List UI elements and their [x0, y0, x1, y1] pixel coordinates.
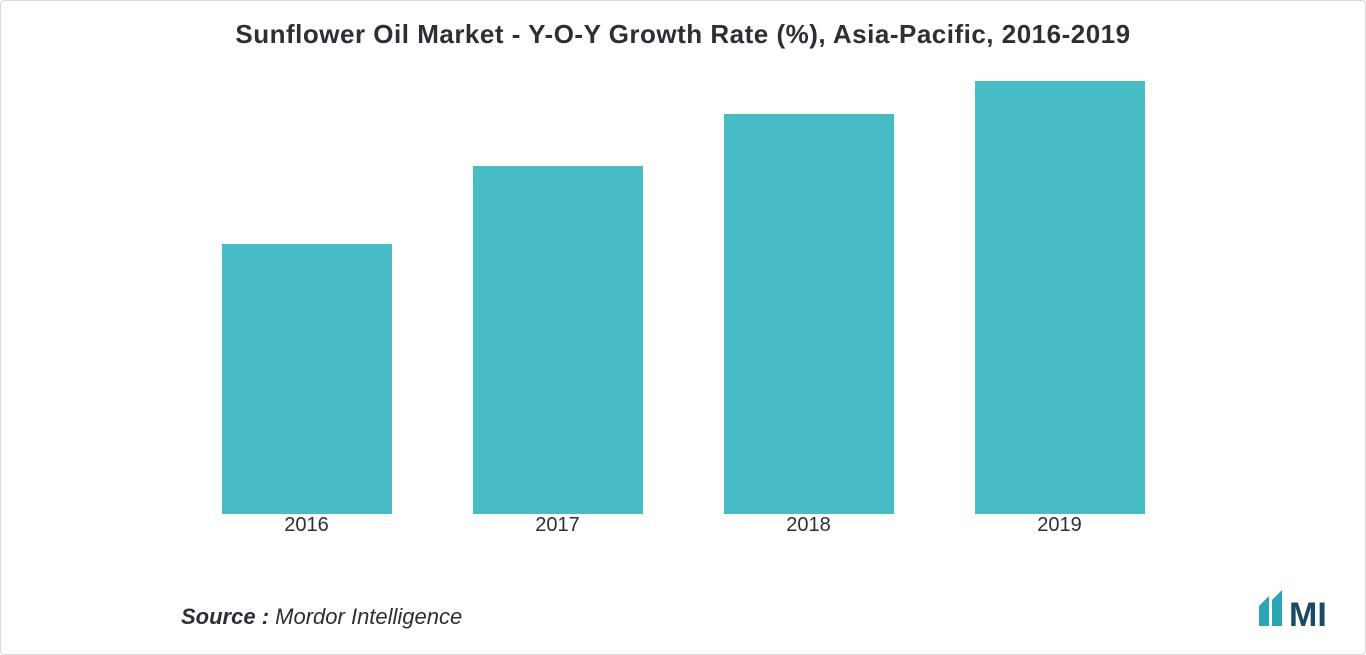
bar-2017 [473, 166, 643, 514]
chart-card: Sunflower Oil Market - Y-O-Y Growth Rate… [0, 0, 1366, 655]
x-label: 2017 [432, 514, 683, 546]
mordor-logo-icon: MI [1257, 586, 1335, 636]
logo-bars-icon [1259, 590, 1282, 626]
bar-2018 [724, 114, 894, 514]
source-text: Mordor Intelligence [275, 604, 462, 629]
x-label: 2016 [181, 514, 432, 546]
bar-col [683, 81, 934, 514]
source-attribution: Source : Mordor Intelligence [181, 604, 462, 630]
bars-container [181, 81, 1185, 514]
logo-text-icon: MI [1289, 596, 1327, 634]
plot-area [181, 81, 1185, 514]
x-axis-labels: 2016 2017 2018 2019 [181, 514, 1185, 546]
bar-2016 [222, 244, 392, 514]
bar-col [934, 81, 1185, 514]
bar-col [432, 81, 683, 514]
bar-col [181, 81, 432, 514]
bar-2019 [975, 81, 1145, 514]
x-label: 2019 [934, 514, 1185, 546]
chart-title: Sunflower Oil Market - Y-O-Y Growth Rate… [1, 19, 1365, 50]
x-label: 2018 [683, 514, 934, 546]
source-label: Source : [181, 604, 269, 629]
